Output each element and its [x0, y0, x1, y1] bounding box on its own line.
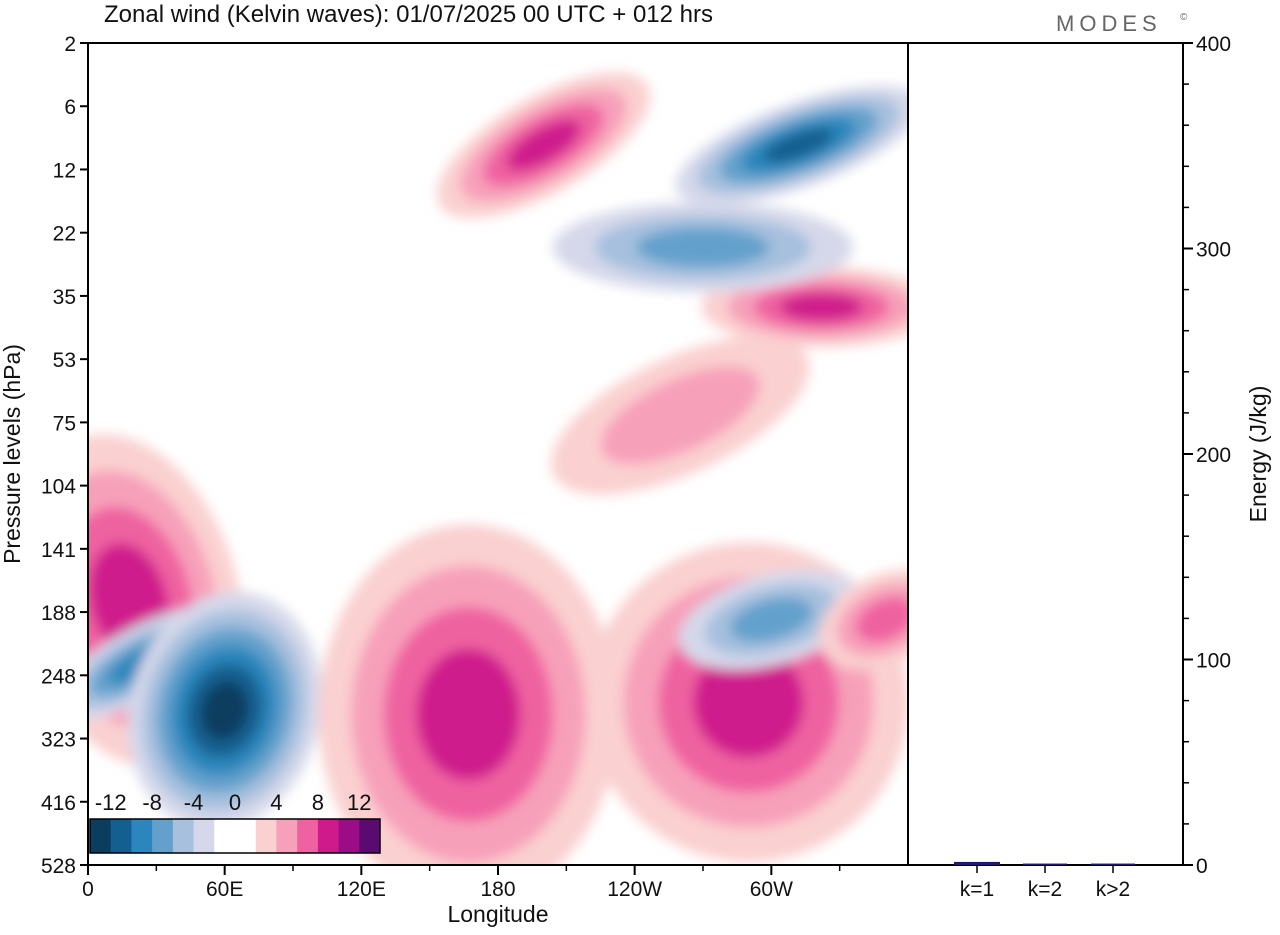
westerly-contour [416, 648, 521, 781]
x-axis: 0 60E 120E 180 120W 60W [82, 865, 841, 901]
wind-field [88, 72, 908, 865]
easterly-contour [730, 597, 813, 642]
colorbar-swatch [214, 819, 236, 853]
colorbar-swatch [297, 819, 319, 853]
x-tick-label: 180 [480, 878, 515, 901]
colorbar-tick-label: 0 [229, 790, 241, 815]
y-tick-label: 53 [53, 349, 76, 372]
easterly-contour [763, 128, 834, 163]
y-tick-label: 141 [41, 539, 76, 562]
x-tick-label: 120W [607, 878, 662, 901]
y-tick-label: 323 [41, 729, 76, 752]
y-axis-label: Pressure levels (hPa) [0, 344, 25, 564]
brand-mark: © [1180, 12, 1188, 23]
energy-y-tick-label: 400 [1196, 33, 1231, 56]
energy-y-tick-label: 300 [1196, 239, 1231, 262]
y-tick-label: 2 [64, 33, 76, 56]
wind-field-shading [88, 72, 908, 865]
energy-bar [1091, 863, 1135, 866]
x-tick-label: 60E [206, 878, 243, 901]
y-tick-label: 35 [53, 286, 76, 309]
colorbar-swatch [276, 819, 298, 853]
energy-y-axis: 0 100 200 300 400 [1183, 33, 1231, 878]
colorbar-swatch [172, 819, 195, 853]
energy-x-tick-label: k=1 [960, 878, 994, 901]
colorbar-swatch [338, 819, 360, 853]
energy-y-tick-label: 100 [1196, 650, 1231, 673]
y-tick-label: 188 [41, 602, 76, 625]
energy-panel: 0 100 200 300 400 k=1 k=2 k>2 Energy (J/kg) [907, 33, 1271, 901]
main-plot: 0 60E 120E 180 120W 60W 2 6 12 22 35 53 75 104 141 188… [0, 33, 909, 927]
energy-bar [1023, 863, 1067, 866]
y-tick-label: 75 [53, 412, 76, 435]
colorbar-tick-label: 4 [270, 790, 282, 815]
colorbar: -12 -8 -4 0 4 8 12 [89, 790, 381, 854]
colorbar-tick-label: -8 [142, 790, 162, 815]
westerly-contour [506, 119, 581, 171]
y-tick-label: 248 [41, 665, 76, 688]
colorbar-swatch [131, 819, 153, 853]
energy-x-axis: k=1 k=2 k>2 [960, 865, 1130, 901]
energy-bars [954, 861, 1135, 866]
energy-bar [954, 861, 1000, 865]
x-tick-label: 60W [750, 878, 793, 901]
energy-y-tick-label: 200 [1196, 444, 1231, 467]
colorbar-swatch [235, 819, 257, 853]
colorbar-tick-label: 12 [347, 790, 371, 815]
westerly-contour [692, 646, 805, 758]
y-tick-label: 528 [41, 855, 76, 878]
energy-x-tick-label: k=2 [1028, 878, 1062, 901]
colorbar-swatch [90, 819, 112, 853]
easterly-contour [201, 681, 249, 740]
x-tick-label: 0 [82, 878, 94, 901]
easterly-contour [636, 227, 770, 268]
y-tick-label: 22 [53, 223, 76, 246]
westerly-contour [779, 293, 864, 322]
y-tick-label: 6 [64, 96, 76, 119]
colorbar-swatch [152, 819, 174, 853]
brand-logo: MODES [1056, 11, 1162, 36]
colorbar-swatch [359, 819, 381, 853]
westerly-contour [600, 366, 760, 465]
colorbar-swatch [317, 819, 340, 853]
colorbar-swatch [255, 819, 277, 853]
energy-y-axis-label: Energy (J/kg) [1245, 386, 1271, 523]
x-tick-label: 120E [337, 878, 386, 901]
colorbar-frame [89, 818, 381, 854]
y-axis: 2 6 12 22 35 53 75 104 141 188 248 323 416 528 [41, 33, 88, 878]
x-axis-label: Longitude [447, 901, 548, 927]
y-tick-label: 12 [53, 159, 76, 182]
westerly-contour [855, 597, 908, 643]
y-tick-label: 416 [41, 792, 76, 815]
energy-panel-frame [907, 42, 1184, 866]
chart-title: Zonal wind (Kelvin waves): 01/07/2025 00… [104, 1, 713, 28]
colorbar-tick-label: -4 [184, 790, 204, 815]
energy-y-tick-label: 0 [1196, 855, 1208, 878]
colorbar-tick-label: -12 [95, 790, 127, 815]
energy-x-tick-label: k>2 [1096, 878, 1130, 901]
colorbar-tick-label: 8 [312, 790, 324, 815]
colorbar-swatch [193, 819, 215, 853]
colorbar-swatch [110, 819, 132, 853]
y-tick-label: 104 [41, 476, 76, 499]
